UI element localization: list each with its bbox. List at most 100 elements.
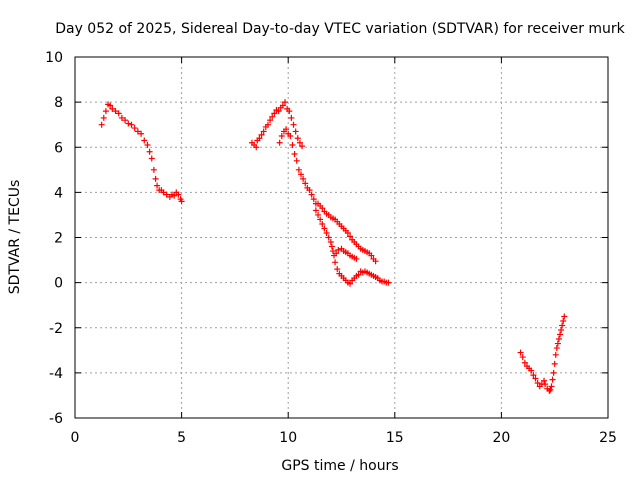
- y-tick-label: 2: [54, 231, 63, 247]
- data-point: [325, 234, 332, 241]
- data-point: [347, 280, 354, 287]
- data-point: [253, 144, 260, 151]
- data-point: [554, 340, 561, 347]
- series-segment-2: [248, 99, 392, 287]
- y-tick-label: 4: [54, 185, 63, 201]
- data-point: [275, 108, 282, 115]
- x-tick-label: 15: [386, 430, 404, 446]
- data-point: [276, 139, 283, 146]
- data-point: [115, 110, 122, 117]
- data-point: [541, 377, 548, 384]
- data-point: [292, 128, 299, 135]
- data-point: [321, 225, 328, 232]
- data-point: [547, 386, 554, 393]
- series-segment-3: [517, 313, 568, 394]
- y-tick-label: 0: [54, 276, 63, 292]
- data-point: [282, 99, 289, 106]
- data-point: [385, 279, 392, 286]
- data-point: [154, 182, 161, 189]
- data-point: [353, 255, 360, 262]
- y-tick-label: 10: [45, 50, 63, 66]
- data-point: [148, 155, 155, 162]
- data-point: [138, 130, 145, 137]
- data-point: [150, 166, 157, 173]
- data-point: [134, 128, 141, 135]
- data-point: [552, 351, 559, 358]
- data-point: [295, 166, 302, 173]
- data-point: [287, 132, 294, 139]
- data-point: [267, 117, 274, 124]
- axis-ticks: 0 5 10 15 20 25 -6 -4 -2 0 2 4 6 8 10: [45, 50, 617, 446]
- data-point: [319, 205, 326, 212]
- data-point: [256, 135, 263, 142]
- data-point: [555, 336, 562, 343]
- data-point: [294, 135, 301, 142]
- data-point: [299, 143, 306, 150]
- series-segment-1: [98, 101, 185, 205]
- data-point: [355, 271, 362, 278]
- data-point: [296, 139, 303, 146]
- data-point: [297, 171, 304, 178]
- x-tick-label: 10: [279, 430, 297, 446]
- data-point: [334, 266, 341, 273]
- data-point: [98, 121, 105, 128]
- data-point: [264, 121, 271, 128]
- data-point: [300, 175, 307, 182]
- y-tick-label: 6: [54, 140, 63, 156]
- data-point: [553, 345, 560, 352]
- y-tick-label: -4: [49, 366, 63, 382]
- data-point: [288, 114, 295, 121]
- x-tick-label: 20: [492, 430, 510, 446]
- data-point: [372, 258, 379, 265]
- x-tick-label: 5: [177, 430, 186, 446]
- data-point: [517, 349, 524, 356]
- data-point: [333, 250, 340, 257]
- data-point: [160, 189, 167, 196]
- data-point: [308, 191, 315, 198]
- data-point: [335, 246, 342, 253]
- data-point: [290, 121, 297, 128]
- data-point: [152, 175, 159, 182]
- y-axis-label: SDTVAR / TECUs: [7, 180, 23, 295]
- data-point: [347, 233, 354, 240]
- data-point: [163, 191, 170, 198]
- data-point: [283, 126, 290, 133]
- data-point: [271, 110, 278, 117]
- data-point: [329, 248, 336, 255]
- data-point: [328, 243, 335, 250]
- data-point: [178, 198, 185, 205]
- data-point: [260, 128, 267, 135]
- data-point: [344, 229, 351, 236]
- data-point: [144, 141, 151, 148]
- data-point: [534, 380, 541, 387]
- data-point: [550, 369, 557, 376]
- y-tick-label: -2: [49, 321, 63, 337]
- grid: [75, 57, 608, 418]
- data-point: [319, 220, 326, 227]
- data-point: [291, 151, 298, 158]
- data-point: [131, 125, 138, 132]
- data-point: [558, 327, 565, 334]
- data-point: [557, 331, 564, 338]
- data-point: [112, 108, 119, 115]
- data-point: [548, 383, 555, 390]
- data-point: [521, 359, 528, 366]
- data-point: [532, 375, 539, 382]
- data-point: [141, 137, 148, 144]
- data-point: [519, 354, 526, 361]
- data-point: [549, 376, 556, 383]
- data-point: [278, 132, 285, 139]
- data-point: [528, 367, 535, 374]
- data-point: [175, 191, 182, 198]
- data-point: [546, 387, 553, 394]
- data-point: [122, 117, 129, 124]
- data-point: [332, 259, 339, 266]
- data-point: [323, 229, 330, 236]
- data-point: [310, 196, 317, 203]
- data-point: [560, 317, 567, 324]
- x-tick-label: 25: [599, 430, 617, 446]
- data-point: [109, 105, 116, 112]
- data-point: [302, 180, 309, 187]
- x-tick-label: 0: [71, 430, 80, 446]
